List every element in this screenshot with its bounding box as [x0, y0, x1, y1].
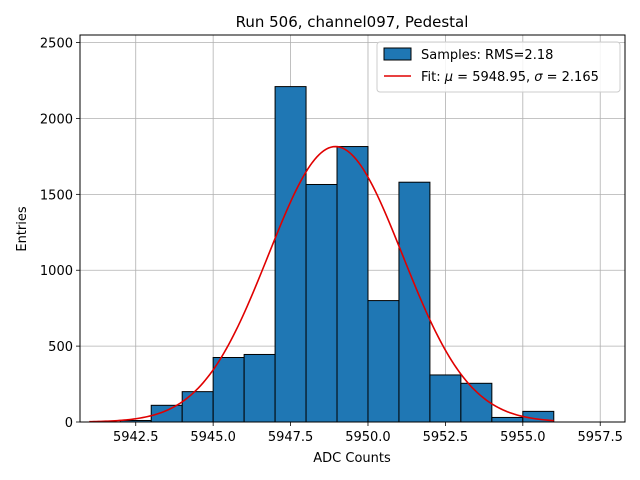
y-tick-label: 1500 [40, 188, 73, 203]
y-axis-ticks: 0 500 1000 1500 2000 2500 [40, 37, 80, 431]
plot-frame [79, 34, 626, 423]
y-axis-label: Entries [15, 206, 30, 252]
x-tick-label: 5947.5 [268, 430, 314, 445]
legend-label-fit: Fit: μ = 5948.95, σ = 2.165 [421, 70, 599, 85]
y-tick-label: 2000 [40, 112, 73, 127]
legend-fit-prefix: Fit: [421, 70, 445, 85]
legend-fit-sigma-value: = 2.165 [542, 70, 598, 85]
y-tick-label: 0 [65, 416, 73, 431]
chart-title: Run 506, channel097, Pedestal [236, 13, 469, 31]
y-tick-label: 1000 [40, 264, 73, 279]
x-tick-label: 5957.5 [577, 430, 623, 445]
histogram-bar [305, 183, 338, 423]
x-axis-label: ADC Counts [313, 451, 391, 466]
legend-box [376, 41, 621, 93]
legend-label-samples: Samples: RMS=2.18 [421, 48, 553, 63]
x-tick-label: 5942.5 [113, 430, 159, 445]
x-tick-label: 5952.5 [423, 430, 469, 445]
histogram-bar [491, 416, 524, 423]
legend-fit-mu-symbol: μ [444, 70, 453, 85]
histogram-bar [274, 86, 307, 423]
legend-swatch-samples [383, 47, 412, 61]
x-tick-label: 5950.0 [345, 430, 391, 445]
legend-fit-sigma-symbol: σ [534, 70, 543, 85]
histogram-bar [336, 146, 369, 423]
histogram-bar [429, 374, 462, 423]
histogram-bar [460, 382, 493, 423]
legend: Samples: RMS=2.18 Fit: μ = 5948.95, σ = … [376, 41, 621, 93]
x-axis-ticks: 5942.5 5945.0 5947.5 5950.0 5952.5 5955.0 5957… [113, 422, 623, 445]
legend-fit-mu-value: = 5948.95, [453, 70, 534, 85]
x-tick-label: 5945.0 [190, 430, 236, 445]
fit-curve [89, 145, 554, 423]
histogram-bar [398, 181, 431, 423]
y-tick-label: 500 [48, 340, 73, 355]
histogram-bar [181, 391, 214, 423]
x-tick-label: 5955.0 [500, 430, 546, 445]
histogram-bar [367, 300, 400, 423]
y-tick-label: 2500 [40, 37, 73, 52]
histogram-bars [119, 86, 555, 423]
histogram-bar [212, 357, 245, 423]
histogram-bar [243, 353, 276, 423]
